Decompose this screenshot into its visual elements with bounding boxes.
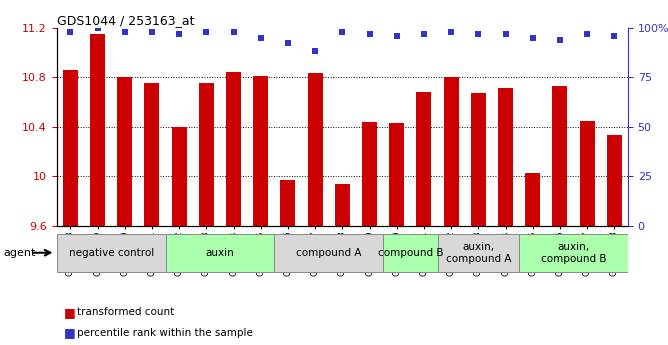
Point [446,29,456,34]
Bar [498,88,513,226]
Point [255,35,266,40]
Bar [281,180,295,226]
Point [147,29,158,34]
Bar [519,234,628,272]
Bar [335,184,350,226]
Point [337,29,347,34]
Bar [63,70,78,226]
Point [120,29,130,34]
Bar [471,93,486,226]
Point [201,29,212,34]
Point [391,33,402,38]
Bar [580,121,595,226]
Bar [166,234,275,272]
Bar [362,122,377,226]
Point [92,25,103,30]
Text: auxin,
compound B: auxin, compound B [541,242,607,264]
Text: compound B: compound B [377,248,443,258]
Point [174,31,184,36]
Bar [172,127,186,226]
Point [473,31,484,36]
Point [228,29,239,34]
Bar [607,136,622,226]
Point [310,49,321,54]
Bar [199,83,214,226]
Bar [389,123,404,226]
Text: transformed count: transformed count [77,307,174,317]
Text: ■: ■ [63,326,75,339]
Bar [57,234,166,272]
Text: auxin,
compound A: auxin, compound A [446,242,511,264]
Bar [444,77,459,226]
Bar [383,234,438,272]
Point [364,31,375,36]
Point [528,35,538,40]
Bar [275,234,383,272]
Text: auxin: auxin [206,248,234,258]
Bar [525,172,540,226]
Text: negative control: negative control [69,248,154,258]
Bar [416,92,432,226]
Point [283,41,293,46]
Text: GDS1044 / 253163_at: GDS1044 / 253163_at [57,14,194,27]
Bar [226,72,241,226]
Bar [118,77,132,226]
Point [500,31,511,36]
Bar [90,34,105,226]
Text: percentile rank within the sample: percentile rank within the sample [77,328,253,338]
Bar [144,83,160,226]
Point [554,37,565,42]
Point [419,31,430,36]
Point [65,29,75,34]
Text: ■: ■ [63,306,75,319]
Bar [552,86,567,226]
Point [609,33,620,38]
Point [582,31,593,36]
Bar [438,234,519,272]
Bar [308,73,323,226]
Text: agent: agent [3,248,35,258]
Text: compound A: compound A [296,248,361,258]
Bar [253,76,269,226]
